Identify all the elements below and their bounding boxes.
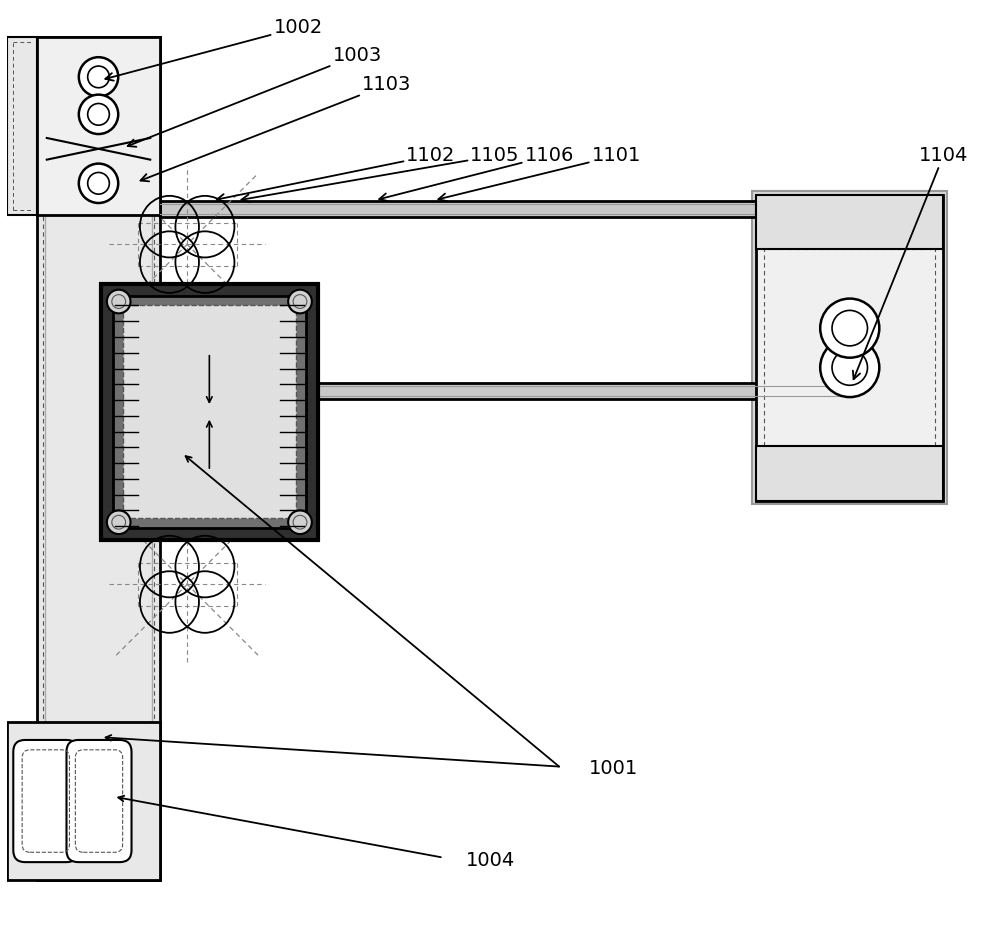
FancyBboxPatch shape — [13, 740, 78, 862]
Text: 1104: 1104 — [853, 146, 968, 379]
Bar — [756, 195, 943, 501]
Text: 1004: 1004 — [466, 851, 515, 869]
Circle shape — [88, 104, 109, 125]
Circle shape — [820, 298, 879, 358]
Text: 1105: 1105 — [241, 146, 520, 202]
Bar — [7, 38, 37, 215]
Circle shape — [288, 290, 312, 313]
Bar — [160, 201, 855, 216]
Bar — [756, 195, 943, 249]
Circle shape — [107, 510, 131, 534]
Bar — [101, 284, 318, 540]
Text: 1101: 1101 — [438, 146, 641, 201]
Circle shape — [293, 516, 307, 529]
Text: 1001: 1001 — [589, 759, 638, 778]
Circle shape — [288, 510, 312, 534]
Circle shape — [88, 66, 109, 88]
FancyBboxPatch shape — [66, 740, 132, 862]
Circle shape — [79, 164, 118, 203]
Text: 1102: 1102 — [217, 146, 456, 201]
Text: 1003: 1003 — [128, 46, 382, 147]
Bar — [37, 38, 160, 215]
Bar — [37, 38, 160, 880]
Bar — [752, 191, 947, 504]
Circle shape — [820, 338, 879, 397]
Bar — [123, 306, 296, 518]
Text: 1106: 1106 — [379, 146, 574, 201]
Bar — [7, 723, 160, 880]
Circle shape — [112, 516, 126, 529]
Text: 1103: 1103 — [141, 75, 411, 182]
Circle shape — [88, 172, 109, 194]
Circle shape — [79, 57, 118, 97]
Circle shape — [112, 295, 126, 309]
Circle shape — [79, 95, 118, 134]
Circle shape — [107, 290, 131, 313]
Text: 1002: 1002 — [105, 18, 323, 81]
Bar — [113, 295, 306, 528]
Circle shape — [293, 295, 307, 309]
Bar — [756, 446, 943, 501]
Bar — [160, 383, 855, 399]
Circle shape — [832, 311, 867, 346]
Circle shape — [832, 350, 867, 385]
